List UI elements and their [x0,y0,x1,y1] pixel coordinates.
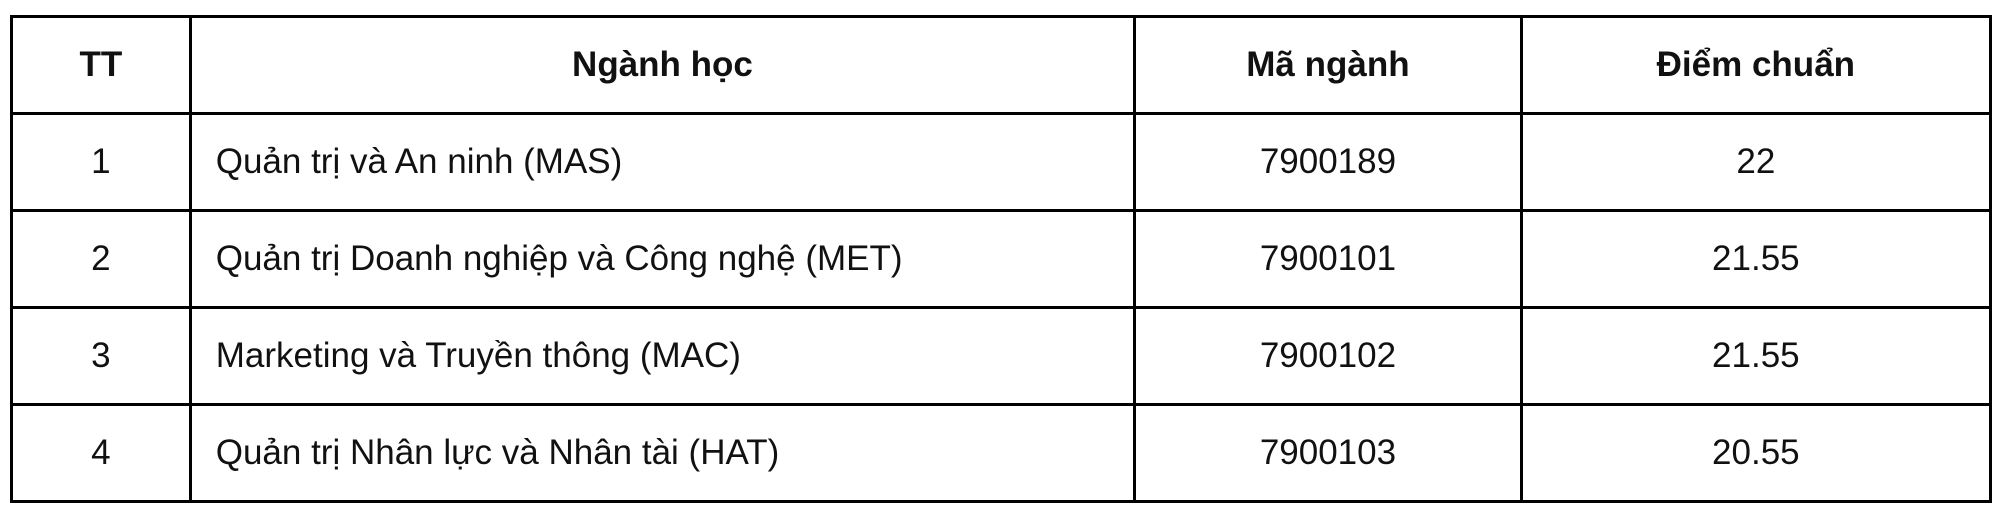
table-row: 3 Marketing và Truyền thông (MAC) 790010… [10,306,1993,406]
table-row: 1 Quản trị và An ninh (MAS) 7900189 22 [10,112,1993,212]
header-ma-nganh: Mã ngành [1133,15,1523,115]
table-row: 2 Quản trị Doanh nghiệp và Công nghệ (ME… [10,209,1993,309]
cell-tt: 2 [10,209,192,309]
header-row: TT Ngành học Mã ngành Điểm chuẩn [10,15,1993,115]
cell-tt: 3 [10,306,192,406]
header-tt: TT [10,15,192,115]
header-nganh-hoc: Ngành học [188,15,1137,115]
cell-ma-nganh: 7900103 [1133,403,1523,503]
cell-diem-chuan: 20.55 [1519,403,1993,503]
cell-diem-chuan: 22 [1519,112,1993,212]
table-row: 4 Quản trị Nhân lực và Nhân tài (HAT) 79… [10,403,1993,503]
cell-tt: 4 [10,403,192,503]
cell-nganh-hoc: Quản trị Doanh nghiệp và Công nghệ (MET) [188,209,1137,309]
header-diem-chuan: Điểm chuẩn [1519,15,1993,115]
admission-scores-table: TT Ngành học Mã ngành Điểm chuẩn 1 Quản … [10,15,1993,503]
cell-tt: 1 [10,112,192,212]
cell-nganh-hoc: Quản trị Nhân lực và Nhân tài (HAT) [188,403,1137,503]
cell-nganh-hoc: Quản trị và An ninh (MAS) [188,112,1137,212]
cell-diem-chuan: 21.55 [1519,209,1993,309]
cell-ma-nganh: 7900101 [1133,209,1523,309]
cell-nganh-hoc: Marketing và Truyền thông (MAC) [188,306,1137,406]
cell-ma-nganh: 7900189 [1133,112,1523,212]
cell-diem-chuan: 21.55 [1519,306,1993,406]
cell-ma-nganh: 7900102 [1133,306,1523,406]
